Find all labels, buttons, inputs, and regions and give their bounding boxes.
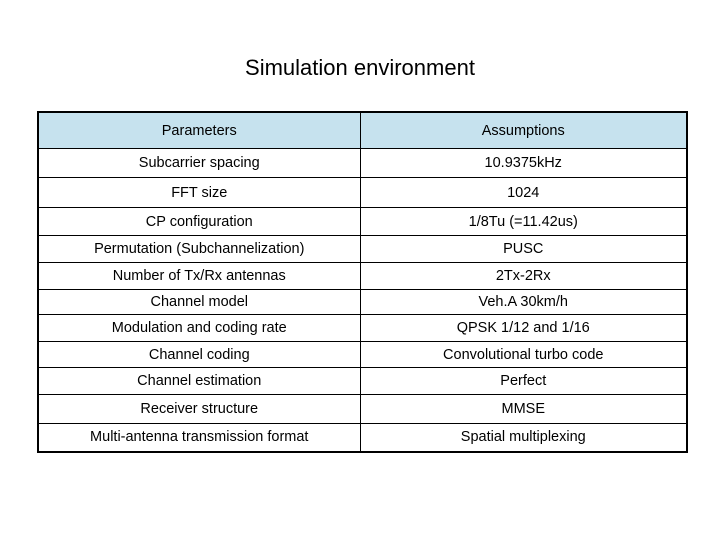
table-cell-assumption: 10.9375kHz	[359, 148, 688, 178]
column-header-assumptions: Assumptions	[359, 111, 688, 149]
slide-title: Simulation environment	[245, 55, 475, 80]
table-cell-assumption: 2Tx-2Rx	[359, 262, 688, 290]
table-row: Modulation and coding rate QPSK 1/12 and…	[37, 314, 688, 342]
table-cell-parameter: Multi-antenna transmission format	[37, 423, 361, 452]
table-row: FFT size 1024	[37, 177, 688, 208]
table-row: Channel coding Convolutional turbo code	[37, 341, 688, 368]
table-cell-parameter: Channel estimation	[37, 367, 361, 395]
table-cell-assumption: PUSC	[359, 235, 688, 263]
table-cell-assumption: 1/8Tu (=11.42us)	[359, 207, 688, 236]
table-cell-assumption: Convolutional turbo code	[359, 341, 688, 368]
table-row: Number of Tx/Rx antennas 2Tx-2Rx	[37, 262, 688, 290]
table-row: Subcarrier spacing 10.9375kHz	[37, 148, 688, 178]
table-row: Channel estimation Perfect	[37, 367, 688, 395]
table-cell-parameter: Permutation (Subchannelization)	[37, 235, 361, 263]
table-row: Permutation (Subchannelization) PUSC	[37, 235, 688, 263]
table-cell-parameter: Receiver structure	[37, 394, 361, 424]
table-cell-assumption: Veh.A 30km/h	[359, 289, 688, 315]
table-cell-parameter: FFT size	[37, 177, 361, 208]
table-cell-parameter: CP configuration	[37, 207, 361, 236]
table-row: Receiver structure MMSE	[37, 394, 688, 424]
table-header-row: Parameters Assumptions	[37, 111, 688, 149]
table-cell-parameter: Channel model	[37, 289, 361, 315]
column-header-parameters: Parameters	[37, 111, 361, 149]
table-cell-assumption: MMSE	[359, 394, 688, 424]
table-row: CP configuration 1/8Tu (=11.42us)	[37, 207, 688, 236]
table-cell-assumption: Spatial multiplexing	[359, 423, 688, 452]
table-cell-parameter: Channel coding	[37, 341, 361, 368]
table-row: Multi-antenna transmission format Spatia…	[37, 423, 688, 452]
table-cell-parameter: Number of Tx/Rx antennas	[37, 262, 361, 290]
table-cell-parameter: Modulation and coding rate	[37, 314, 361, 342]
simulation-parameters-table: Parameters Assumptions Subcarrier spacin…	[37, 111, 688, 453]
table-cell-assumption: QPSK 1/12 and 1/16	[359, 314, 688, 342]
table-cell-assumption: 1024	[359, 177, 688, 208]
table-cell-parameter: Subcarrier spacing	[37, 148, 361, 178]
table-cell-assumption: Perfect	[359, 367, 688, 395]
table-row: Channel model Veh.A 30km/h	[37, 289, 688, 315]
